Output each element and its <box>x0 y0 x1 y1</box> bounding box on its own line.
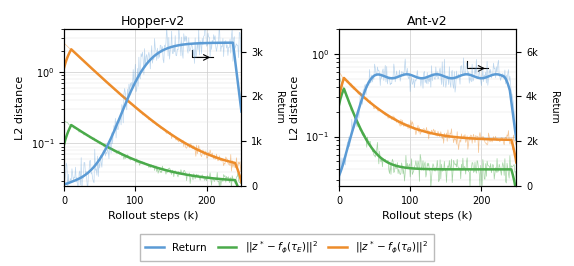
Legend: Return, $||z^* - f_\phi(\tau_E)||^2$, $||z^* - f_\phi(\tau_\theta)||^2$: Return, $||z^* - f_\phi(\tau_E)||^2$, $|… <box>140 234 434 261</box>
X-axis label: Rollout steps (k): Rollout steps (k) <box>382 211 473 222</box>
Y-axis label: Return: Return <box>549 91 559 124</box>
Y-axis label: L2 distance: L2 distance <box>15 76 25 140</box>
X-axis label: Rollout steps (k): Rollout steps (k) <box>107 211 198 222</box>
Y-axis label: L2 distance: L2 distance <box>290 76 300 140</box>
Title: Ant-v2: Ant-v2 <box>408 15 448 28</box>
Title: Hopper-v2: Hopper-v2 <box>121 15 185 28</box>
Y-axis label: Return: Return <box>274 91 284 124</box>
